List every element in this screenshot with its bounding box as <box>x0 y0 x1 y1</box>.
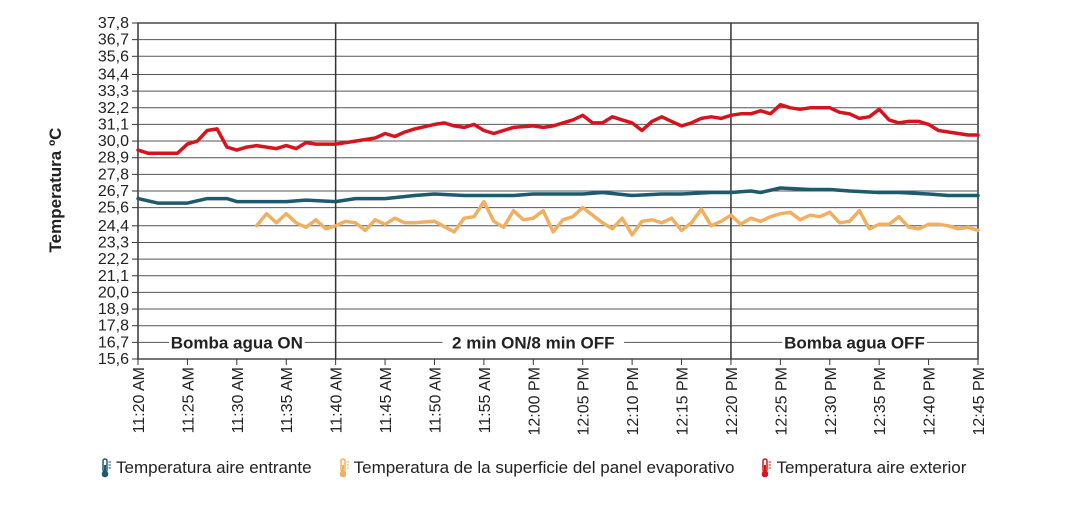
y-tick-label: 28,9 <box>98 150 129 167</box>
y-tick-label: 31,1 <box>98 116 129 133</box>
series-lines <box>136 102 980 237</box>
legend-label: Temperatura aire exterior <box>776 458 967 477</box>
x-tick-label: 12:40 PM <box>922 367 939 435</box>
y-tick-label: 25,6 <box>98 200 129 217</box>
y-tick-label: 21,1 <box>98 268 129 285</box>
y-tick-label: 36,7 <box>98 32 129 49</box>
x-tick-label: 12:15 PM <box>675 367 692 435</box>
y-tick-label: 37,8 <box>98 15 129 32</box>
x-tick-label: 12:35 PM <box>872 367 889 435</box>
x-tick-label: 11:45 AM <box>378 367 395 433</box>
y-tick-label: 33,3 <box>98 83 129 100</box>
thermometer-icon <box>762 458 772 478</box>
legend-item-superficie-panel: Temperatura de la superficie del panel e… <box>338 458 735 478</box>
phase-label: 2 min ON/8 min OFF <box>452 333 614 352</box>
line-chart: Bomba agua ON 2 min ON/8 min OFF Bomba agu… <box>46 15 988 435</box>
x-axis: 11:20 AM 11:25 AM 11:30 AM 11:35 AM 11:40 AM… <box>131 359 988 435</box>
y-tick-label: 23,3 <box>98 234 129 251</box>
thermometer-icon <box>101 458 111 478</box>
y-tick-label: 16,7 <box>98 334 129 351</box>
phase-label-bg <box>782 330 927 355</box>
y-tick-label: 34,4 <box>98 66 129 83</box>
y-axis: 15,616,717,818,920,021,122,223,324,425,6… <box>98 15 138 368</box>
x-tick-label: 12:00 PM <box>526 367 543 435</box>
x-tick-label: 12:30 PM <box>823 367 840 435</box>
phase-label-bg <box>442 330 625 355</box>
x-tick-label: 11:25 AM <box>180 367 197 433</box>
legend: Temperatura aire entrante Temperatura de… <box>100 458 1040 478</box>
x-tick-label: 12:25 PM <box>773 367 790 435</box>
phase-label: Bomba agua ON <box>171 333 303 352</box>
y-tick-label: 18,9 <box>98 301 129 318</box>
thermometer-icon <box>339 458 349 478</box>
legend-item-aire-exterior: Temperatura aire exterior <box>760 458 966 478</box>
x-tick-label: 11:50 AM <box>427 367 444 433</box>
x-tick-label: 12:20 PM <box>724 367 741 435</box>
x-tick-label: 11:40 AM <box>329 367 346 433</box>
x-tick-label: 12:45 PM <box>971 367 988 435</box>
y-tick-label: 35,6 <box>98 48 129 65</box>
x-tick-label: 11:30 AM <box>230 367 247 433</box>
series-line-0 <box>136 186 980 205</box>
y-tick-label: 26,7 <box>98 183 129 200</box>
y-axis-label: Temperatura ºC <box>46 128 65 253</box>
phase-labels: Bomba agua ON 2 min ON/8 min OFF Bomba agu… <box>169 330 927 355</box>
x-tick-label: 12:05 PM <box>576 367 593 435</box>
phase-label-bg <box>169 330 305 355</box>
x-tick-label: 12:10 PM <box>625 367 642 435</box>
x-tick-label: 11:55 AM <box>477 367 494 433</box>
series-line-2 <box>136 102 980 155</box>
y-tick-label: 15,6 <box>98 351 129 368</box>
y-tick-label: 27,8 <box>98 166 129 183</box>
y-tick-label: 20,0 <box>98 284 129 301</box>
y-tick-label: 22,2 <box>98 251 129 268</box>
grid <box>137 22 979 360</box>
y-tick-label: 30,0 <box>98 133 129 150</box>
phase-label: Bomba agua OFF <box>784 333 925 352</box>
legend-label: Temperatura aire entrante <box>116 458 312 477</box>
x-tick-label: 11:20 AM <box>131 367 148 433</box>
series-line-1 <box>254 199 980 237</box>
y-tick-label: 17,8 <box>98 318 129 335</box>
y-tick-label: 32,2 <box>98 100 129 117</box>
legend-label: Temperatura de la superficie del panel e… <box>353 458 735 477</box>
legend-item-aire-entrante: Temperatura aire entrante <box>100 458 312 478</box>
x-tick-label: 11:35 AM <box>279 367 296 433</box>
y-tick-label: 24,4 <box>98 218 129 235</box>
